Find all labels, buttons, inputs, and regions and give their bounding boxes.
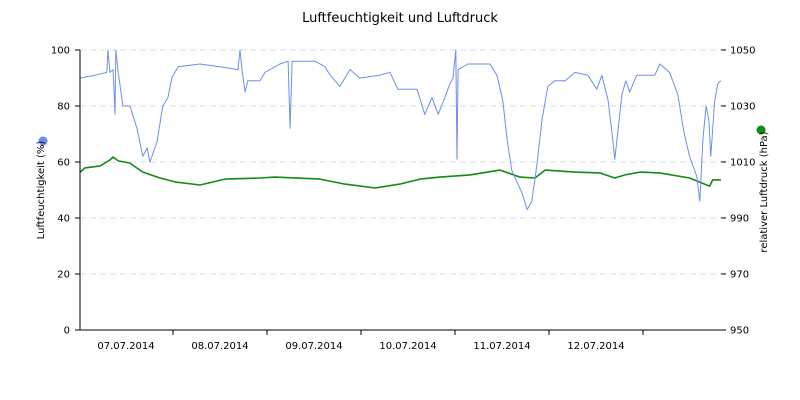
y-axis-right-title: relativer Luftdruck (hPa): [759, 131, 770, 252]
legend-humidity-dot[interactable]: [38, 136, 48, 146]
x-tick-label: 08.07.2014: [191, 341, 248, 352]
x-tick-label: 11.07.2014: [473, 341, 530, 352]
y-right-tick-label: 990: [730, 214, 749, 225]
y-axis-left-title: Luftfeuchtigkeit (%): [36, 141, 47, 240]
y-left-tick-label: 80: [57, 102, 70, 113]
y-right-tick-label: 1030: [730, 102, 755, 113]
x-tick-label: 09.07.2014: [285, 341, 342, 352]
pressure-line: [79, 156, 721, 189]
x-tick-label: 07.07.2014: [97, 341, 154, 352]
humidity-line: [80, 49, 722, 211]
y-left-tick-label: 60: [57, 158, 70, 169]
y-left-tick-label: 40: [57, 214, 70, 225]
x-tick-label: 12.07.2014: [567, 341, 624, 352]
axes: 0 20 40 60 80 100 950 970 990 1010 1030 1050 07.07.2…: [51, 46, 756, 353]
y-left-tick-label: 100: [51, 46, 70, 57]
x-tick-label: 10.07.2014: [379, 341, 436, 352]
y-left-tick-label: 0: [64, 326, 70, 337]
gridlines: [80, 49, 721, 275]
y-right-tick-label: 950: [730, 326, 749, 337]
legend-pressure-dot[interactable]: [756, 125, 766, 135]
y-left-tick-label: 20: [57, 270, 70, 281]
y-right-tick-label: 1010: [730, 158, 755, 169]
y-right-tick-label: 1050: [730, 46, 755, 57]
y-right-tick-label: 970: [730, 270, 749, 281]
chart-title: Luftfeuchtigkeit und Luftdruck: [302, 11, 498, 26]
series-group: [79, 49, 722, 211]
